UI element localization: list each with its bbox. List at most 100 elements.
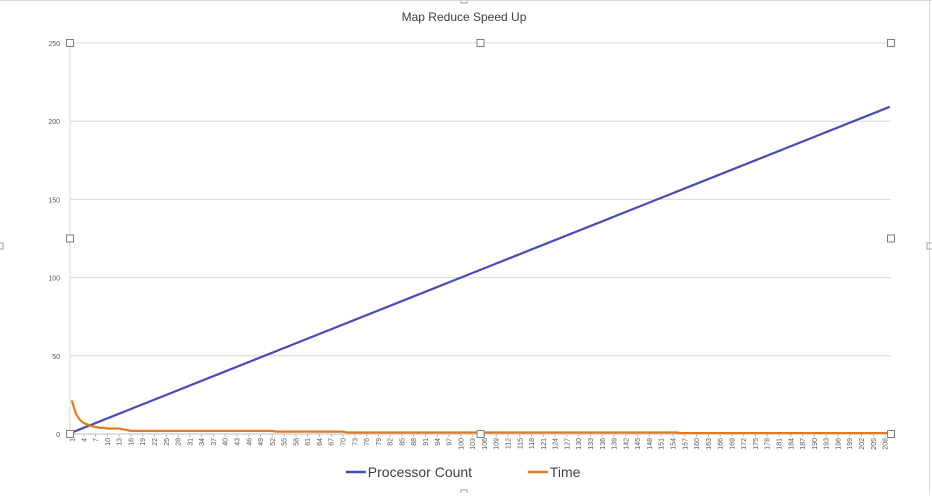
x-tick-label: 157 <box>682 438 689 450</box>
x-tick-label: 169 <box>729 438 736 450</box>
x-tick-label: 100 <box>458 438 465 450</box>
resize-handle[interactable] <box>66 234 74 243</box>
x-tick-label: 10 <box>105 438 112 446</box>
chart-frame-top-edge <box>0 0 932 1</box>
x-tick-label: 145 <box>635 438 642 450</box>
x-tick-label: 163 <box>706 438 713 450</box>
x-tick-label: 34 <box>199 438 206 446</box>
x-tick-label: 79 <box>376 438 383 446</box>
x-tick-label: 49 <box>258 438 265 446</box>
x-tick-label: 208 <box>883 438 890 450</box>
resize-handle[interactable] <box>887 39 895 47</box>
x-tick-label: 7 <box>93 438 100 442</box>
x-tick-label: 139 <box>612 438 619 450</box>
x-tick-label: 19 <box>140 438 147 446</box>
x-tick-label: 172 <box>741 438 748 450</box>
resize-handle[interactable] <box>66 39 74 47</box>
x-tick-label: 31 <box>187 438 194 446</box>
y-tick-label: 150 <box>48 197 60 204</box>
resize-handle[interactable] <box>887 234 895 243</box>
x-tick-label: 67 <box>329 438 336 446</box>
x-tick-label: 4 <box>81 438 88 442</box>
x-tick-label: 178 <box>765 438 772 450</box>
x-tick-label: 184 <box>788 438 795 450</box>
x-tick-label: 130 <box>576 438 583 450</box>
y-tick-label: 250 <box>48 41 60 48</box>
x-tick-label: 91 <box>423 438 430 446</box>
y-tick-label: 0 <box>56 432 60 439</box>
x-tick-label: 61 <box>305 438 312 446</box>
x-tick-label: 148 <box>647 438 654 450</box>
resize-handle[interactable] <box>476 430 485 438</box>
x-tick-label: 190 <box>812 438 819 450</box>
x-axis-ticks: 1 4 7 10 13 16 19 22 25 28 31 34 37 40 43 46 49 52 55 58 61 6… <box>70 434 890 450</box>
x-tick-label: 160 <box>694 438 701 450</box>
x-tick-label: 73 <box>352 438 359 446</box>
x-tick-label: 97 <box>447 438 454 446</box>
outer-resize-handle[interactable] <box>460 0 468 4</box>
x-tick-label: 112 <box>505 438 512 449</box>
y-tick-label: 200 <box>48 119 60 126</box>
x-tick-label: 202 <box>859 438 866 450</box>
series-line-time <box>70 400 891 435</box>
x-tick-label: 175 <box>753 438 760 450</box>
x-tick-label: 154 <box>670 438 677 450</box>
x-tick-label: 16 <box>128 438 135 446</box>
x-tick-label: 136 <box>600 438 607 450</box>
y-tick-label: 100 <box>48 276 60 283</box>
y-axis-ticks: 0 50 100 150 200 250 <box>48 41 60 439</box>
series-lines <box>70 106 891 435</box>
legend-label-processor-count: Processor Count <box>368 464 472 480</box>
x-tick-label: 205 <box>871 438 878 450</box>
x-tick-label: 22 <box>152 438 159 446</box>
x-tick-label: 118 <box>529 438 536 449</box>
y-tick-label: 50 <box>52 354 60 361</box>
x-tick-label: 40 <box>223 438 230 446</box>
x-tick-label: 166 <box>718 438 725 450</box>
x-tick-label: 187 <box>800 438 807 450</box>
x-tick-label: 55 <box>282 438 289 446</box>
x-tick-label: 196 <box>835 438 842 450</box>
x-tick-label: 1 <box>70 438 77 442</box>
legend-label-time: Time <box>550 464 581 480</box>
x-tick-label: 28 <box>176 438 183 446</box>
x-tick-label: 106 <box>482 438 489 450</box>
x-tick-label: 133 <box>588 438 595 450</box>
outer-resize-handle[interactable] <box>0 242 4 250</box>
x-tick-label: 94 <box>435 438 442 446</box>
x-tick-label: 64 <box>317 438 324 446</box>
x-tick-label: 25 <box>164 438 171 446</box>
x-tick-label: 58 <box>293 438 300 446</box>
legend: Processor Count Time <box>345 464 581 480</box>
x-tick-label: 13 <box>117 438 124 446</box>
x-tick-label: 124 <box>553 438 560 450</box>
x-tick-label: 142 <box>623 438 630 450</box>
resize-handle[interactable] <box>66 430 74 438</box>
x-tick-label: 76 <box>364 438 371 446</box>
resize-handle[interactable] <box>476 39 485 47</box>
x-tick-label: 121 <box>541 438 548 450</box>
x-tick-label: 127 <box>564 438 571 450</box>
x-tick-label: 199 <box>847 438 854 450</box>
x-tick-label: 103 <box>470 438 477 450</box>
x-tick-label: 88 <box>411 438 418 446</box>
x-tick-label: 52 <box>270 438 277 446</box>
x-tick-label: 82 <box>388 438 395 446</box>
chart-title: Map Reduce Speed Up <box>402 10 527 24</box>
x-tick-label: 46 <box>246 438 253 446</box>
x-tick-label: 193 <box>824 438 831 450</box>
x-tick-label: 37 <box>211 438 218 446</box>
series-line-processor-count <box>70 106 891 434</box>
resize-handle[interactable] <box>887 430 895 438</box>
x-tick-label: 43 <box>234 438 241 446</box>
gridlines <box>69 42 891 435</box>
x-tick-label: 109 <box>494 438 501 450</box>
x-tick-label: 115 <box>517 438 524 449</box>
chart-frame-right-edge <box>929 0 930 493</box>
x-tick-label: 181 <box>777 438 784 450</box>
x-tick-label: 70 <box>341 438 348 446</box>
x-tick-label: 151 <box>659 438 666 450</box>
